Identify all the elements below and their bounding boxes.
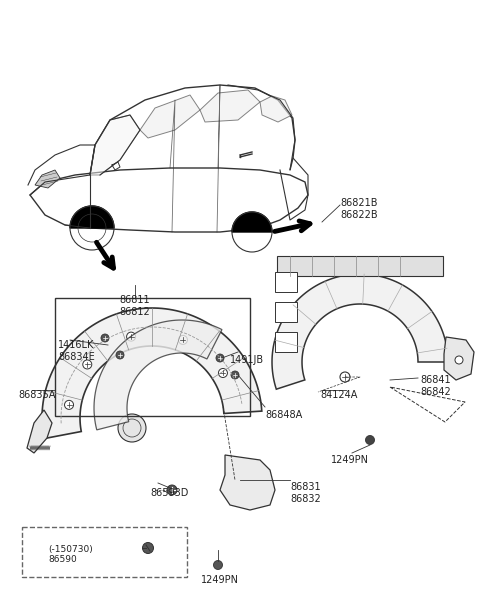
Circle shape xyxy=(218,368,228,378)
Polygon shape xyxy=(42,308,262,439)
Bar xyxy=(22,527,187,577)
Polygon shape xyxy=(27,410,52,453)
Bar xyxy=(275,332,297,352)
Bar xyxy=(275,302,297,322)
Polygon shape xyxy=(35,170,60,188)
Bar xyxy=(55,298,250,416)
Polygon shape xyxy=(220,455,275,510)
Text: 86811
86812: 86811 86812 xyxy=(120,295,150,316)
Polygon shape xyxy=(94,320,222,430)
Circle shape xyxy=(455,356,463,364)
Circle shape xyxy=(231,371,239,379)
Text: 1416LK
86834E: 1416LK 86834E xyxy=(58,340,95,362)
Circle shape xyxy=(143,543,154,554)
Circle shape xyxy=(167,485,177,495)
Text: 86831
86832: 86831 86832 xyxy=(290,482,321,503)
Polygon shape xyxy=(232,212,272,232)
Text: 86841
86842: 86841 86842 xyxy=(420,375,451,397)
Text: 1249PN: 1249PN xyxy=(331,455,369,465)
Bar xyxy=(275,272,297,292)
Text: 86821B
86822B: 86821B 86822B xyxy=(340,198,378,220)
Bar xyxy=(277,256,443,276)
Circle shape xyxy=(118,414,146,442)
Circle shape xyxy=(216,354,224,362)
Polygon shape xyxy=(260,96,292,122)
Polygon shape xyxy=(272,274,448,389)
Text: 86593D: 86593D xyxy=(150,488,188,498)
Circle shape xyxy=(340,372,350,382)
Circle shape xyxy=(179,335,187,344)
Polygon shape xyxy=(90,115,140,175)
Circle shape xyxy=(64,401,73,410)
Circle shape xyxy=(365,436,374,445)
Polygon shape xyxy=(200,90,260,122)
Circle shape xyxy=(101,334,109,342)
Text: 1491JB: 1491JB xyxy=(230,355,264,365)
Circle shape xyxy=(214,560,223,569)
Text: 86835A: 86835A xyxy=(18,390,55,400)
Circle shape xyxy=(116,351,124,359)
Text: (-150730)
86590: (-150730) 86590 xyxy=(48,545,93,564)
Text: 84124A: 84124A xyxy=(320,390,358,400)
Text: 86848A: 86848A xyxy=(265,410,302,420)
Polygon shape xyxy=(140,95,200,138)
Circle shape xyxy=(83,360,92,369)
Text: 1249PN: 1249PN xyxy=(201,575,239,585)
Circle shape xyxy=(127,332,136,341)
Polygon shape xyxy=(444,337,474,380)
Polygon shape xyxy=(70,206,114,228)
